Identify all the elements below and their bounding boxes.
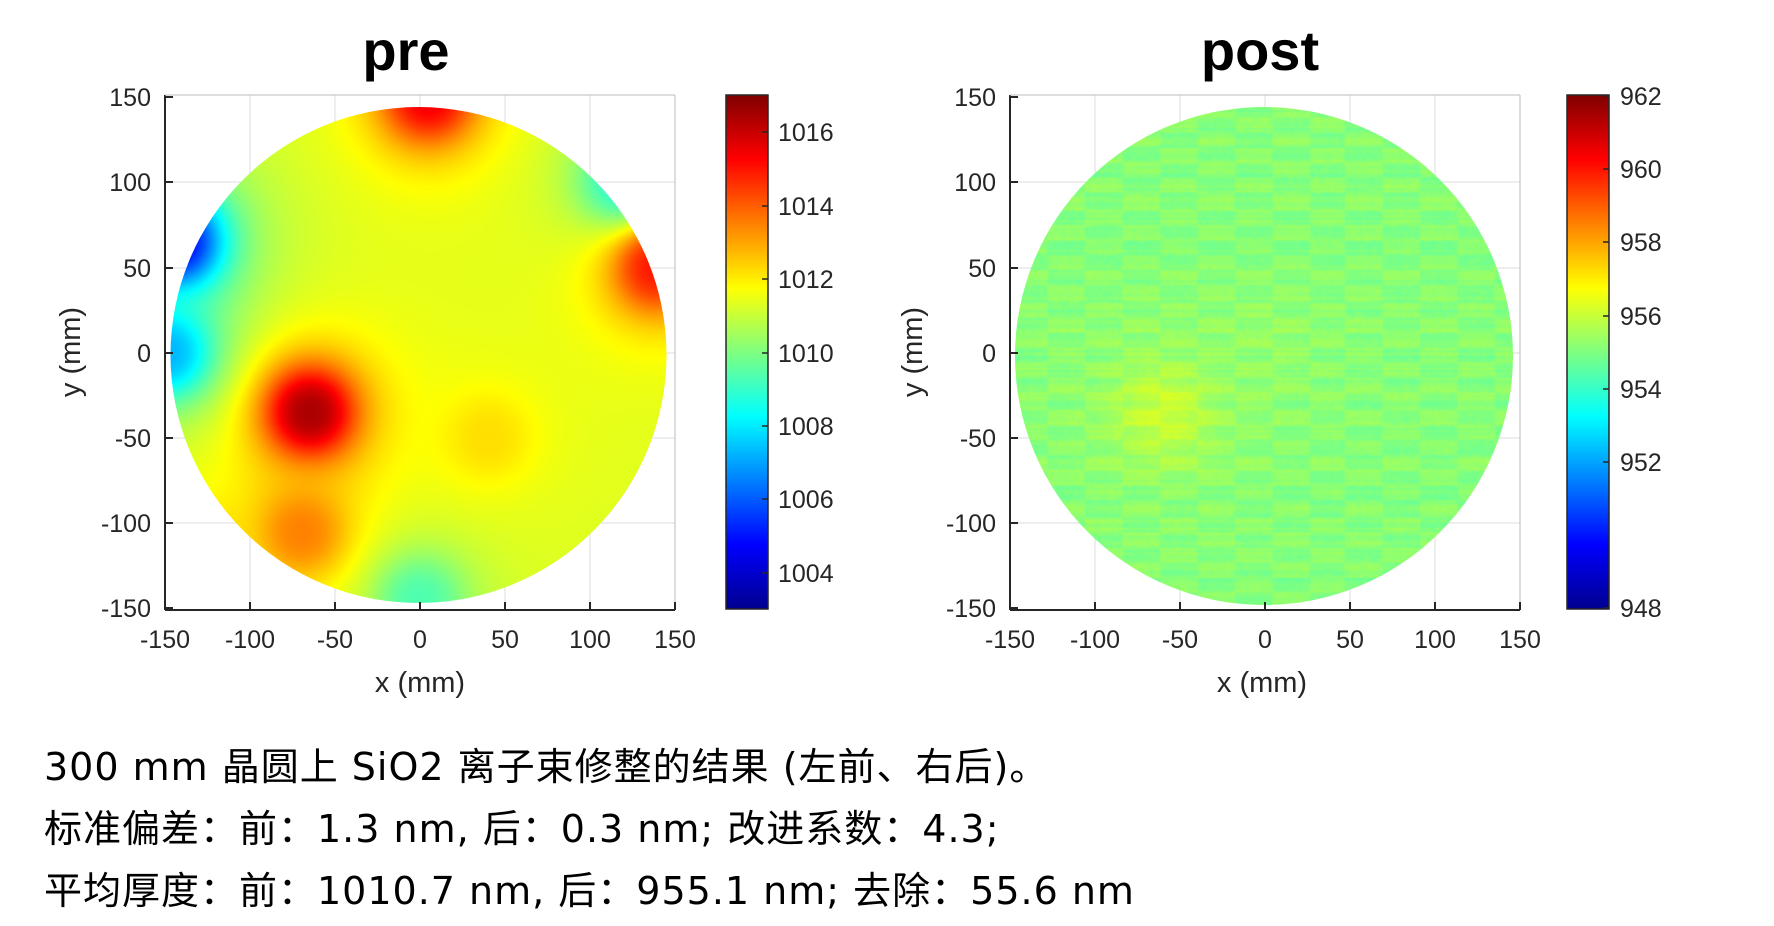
chart-title-pre: pre [362,19,449,82]
wafer-heatmap-post [1015,107,1513,605]
y-tick-label: -150 [101,595,151,623]
x-axis-label-pre: x (mm) [375,667,465,699]
x-tick-labels-pre: -150 -100 -50 0 50 100 150 [140,626,696,654]
colorbar-tick-label: 958 [1620,229,1662,257]
panel-post: post [897,19,1662,699]
colorbar-tick-label: 1004 [778,560,834,588]
colorbar-tick-label: 1006 [778,486,834,514]
y-tick-label: -100 [101,510,151,538]
y-tick-label: 50 [123,255,151,283]
x-tick-label: 100 [569,626,611,654]
y-axis-label-post: y (mm) [897,307,929,397]
x-tick-label: 0 [1258,626,1272,654]
y-tick-label: 50 [968,255,996,283]
x-tick-label: 100 [1414,626,1456,654]
y-tick-labels-post: 150 100 50 0 -50 -100 -150 [946,84,996,623]
y-tick-label: -100 [946,510,996,538]
y-tick-label: -50 [960,425,996,453]
caption-line-1: 300 mm 晶圆上 SiO2 离子束修整的结果 (左前、右后)。 [44,745,1049,789]
x-tick-label: 50 [491,626,519,654]
x-tick-label: -50 [317,626,353,654]
caption-line-3: 平均厚度：前：1010.7 nm, 后：955.1 nm; 去除：55.6 nm [44,869,1135,913]
x-tick-label: 150 [1499,626,1541,654]
x-tick-label: -100 [225,626,275,654]
colorbar-labels-pre: 1016 1014 1012 1010 1008 1006 1004 [778,119,834,588]
x-tick-label: -100 [1070,626,1120,654]
x-tick-label: -150 [985,626,1035,654]
x-tick-label: 0 [413,626,427,654]
ticks-post [1009,96,1521,610]
y-tick-labels-pre: 150 100 50 0 -50 -100 -150 [101,84,151,623]
y-tick-label: -150 [946,595,996,623]
colorbar-ticks-pre [762,131,768,574]
panel-pre: pre [55,19,834,699]
colorbar-tick-label: 1016 [778,119,834,147]
y-tick-label: 0 [982,340,996,368]
colorbar-tick-label: 1010 [778,340,834,368]
colorbar-pre [726,95,768,609]
colorbar-tick-label: 1012 [778,266,834,294]
chart-title-post: post [1201,19,1319,82]
caption-line-2: 标准偏差：前：1.3 nm, 后：0.3 nm; 改进系数：4.3; [44,807,1000,851]
figure-caption: 300 mm 晶圆上 SiO2 离子束修整的结果 (左前、右后)。 标准偏差：前… [44,736,1135,922]
x-tick-label: 150 [654,626,696,654]
y-tick-label: 150 [954,84,996,112]
colorbar-ticks-post [1603,95,1609,609]
x-tick-label: 50 [1336,626,1364,654]
y-tick-label: 100 [954,169,996,197]
colorbar-tick-label: 962 [1620,83,1662,111]
colorbar-tick-label: 948 [1620,595,1662,623]
colorbar-tick-label: 960 [1620,156,1662,184]
colorbar-post [1567,95,1609,609]
colorbar-tick-label: 1008 [778,413,834,441]
colorbar-tick-label: 954 [1620,376,1662,404]
colorbar-tick-label: 1014 [778,193,834,221]
y-tick-label: 150 [109,84,151,112]
colorbar-tick-label: 952 [1620,449,1662,477]
ticks-pre [164,96,676,610]
y-tick-label: -50 [115,425,151,453]
y-tick-label: 0 [137,340,151,368]
y-axis-label-pre: y (mm) [55,307,87,397]
colorbar-labels-post: 962 960 958 956 954 952 948 [1620,83,1662,623]
x-tick-label: -150 [140,626,190,654]
colorbar-tick-label: 956 [1620,303,1662,331]
x-tick-label: -50 [1162,626,1198,654]
wafer-heatmap-pre [170,107,667,603]
x-axis-label-post: x (mm) [1217,667,1307,699]
y-tick-label: 100 [109,169,151,197]
x-tick-labels-post: -150 -100 -50 0 50 100 150 [985,626,1541,654]
